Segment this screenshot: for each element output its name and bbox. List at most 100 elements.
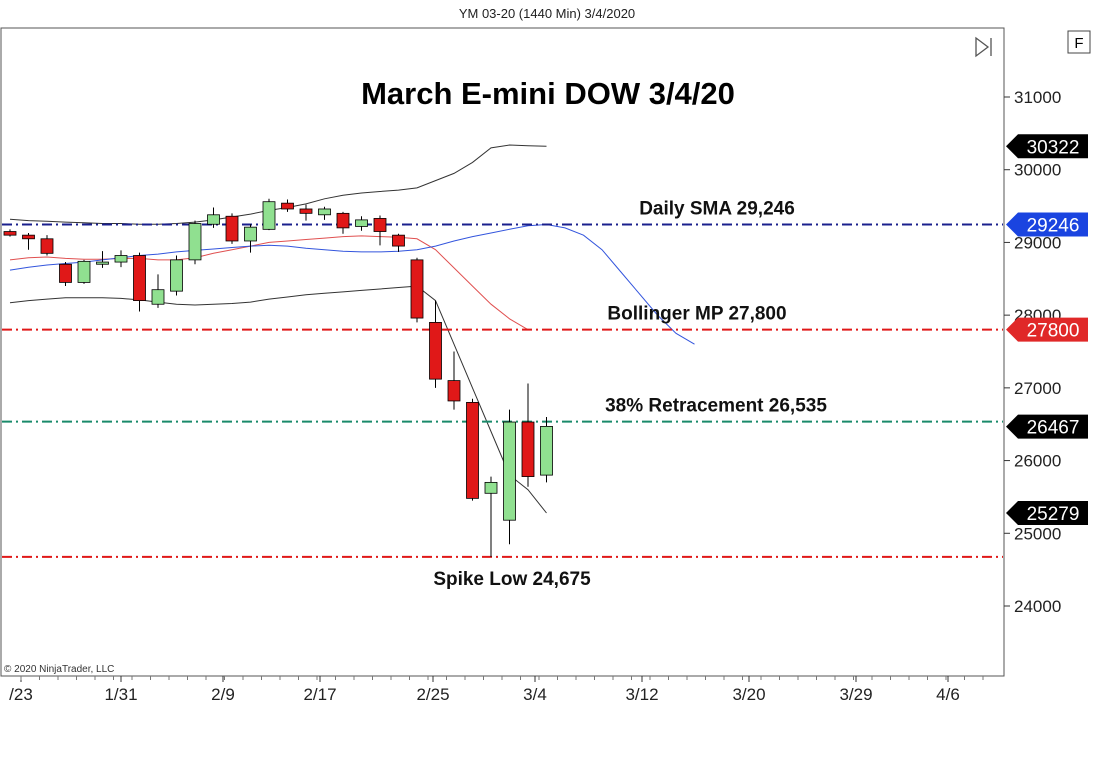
- line-bollinger-lower-ext: [416, 285, 547, 514]
- candle-body: [373, 218, 387, 232]
- candle: [59, 262, 72, 287]
- candle-body: [207, 214, 220, 225]
- f-button[interactable]: F: [1067, 30, 1091, 54]
- level-badge-0: 29246: [1006, 212, 1088, 237]
- candle: [40, 235, 54, 256]
- y-tick-label: 30000: [1014, 161, 1061, 180]
- y-tick-label: 24000: [1014, 597, 1061, 616]
- y-tick-label: 29000: [1014, 233, 1061, 252]
- badge-text: 25279: [1027, 504, 1080, 525]
- candle: [484, 476, 498, 557]
- candle: [77, 259, 91, 284]
- candle: [114, 250, 128, 268]
- candle: [355, 216, 368, 231]
- candle-body: [244, 226, 257, 242]
- candle: [133, 252, 146, 312]
- badge-shape: [1006, 500, 1088, 525]
- level-label-3: Spike Low 24,675: [433, 569, 591, 590]
- candle: [207, 207, 220, 228]
- copyright-text: © 2020 NinjaTrader, LLC: [4, 664, 114, 675]
- badge-text: 26467: [1027, 418, 1080, 439]
- f-button-label: F: [1074, 35, 1083, 52]
- candle-body: [96, 261, 109, 265]
- horizontal-levels: Daily SMA 29,246 Bollinger MP 27,800 38% R…: [2, 199, 1003, 590]
- candle: [429, 300, 442, 388]
- candle-body: [429, 322, 442, 380]
- candle-body: [151, 289, 165, 305]
- candle-body: [410, 259, 424, 319]
- badge-text: 29246: [1027, 216, 1080, 237]
- candle-body: [133, 255, 146, 301]
- candle: [281, 199, 294, 212]
- line-bollinger-lower: [9, 285, 418, 306]
- candle-body: [484, 481, 498, 494]
- candle: [503, 409, 516, 545]
- scroll-to-end-icon[interactable]: [975, 36, 992, 58]
- candle-body: [521, 421, 535, 477]
- candle: [447, 351, 461, 410]
- candle: [299, 204, 313, 221]
- candles: [3, 198, 553, 557]
- x-tick-label: 2/9: [211, 685, 235, 704]
- chart-header: YM 03-20 (1440 Min) 3/4/2020: [458, 6, 636, 21]
- line-bollinger-upper: [9, 144, 547, 225]
- badge-text: 27800: [1027, 321, 1080, 342]
- chart-title: March E-mini DOW 3/4/20: [361, 76, 735, 111]
- candle: [336, 211, 350, 234]
- candle-body: [355, 219, 368, 227]
- candle: [262, 198, 276, 231]
- level-badge-2: 26467: [1006, 414, 1088, 439]
- x-tick-label: 3/4: [523, 685, 547, 704]
- line-bollinger-mid: [9, 235, 529, 331]
- candle: [466, 398, 479, 501]
- candle: [225, 213, 239, 244]
- candle-body: [114, 255, 128, 263]
- candle: [318, 206, 331, 220]
- candle: [3, 229, 17, 237]
- candle-body: [503, 421, 516, 521]
- candle-body: [59, 263, 72, 283]
- candle: [373, 215, 387, 246]
- x-tick-label: /23: [9, 685, 33, 704]
- candle: [540, 416, 553, 483]
- price-badge-1: 25279: [1006, 500, 1088, 525]
- badge-shape: [1006, 317, 1088, 342]
- candle-body: [22, 234, 35, 240]
- x-tick-label: 3/29: [839, 685, 872, 704]
- candle-body: [336, 212, 350, 229]
- candle: [521, 383, 535, 487]
- candle-body: [281, 202, 294, 210]
- y-tick-label: 25000: [1014, 524, 1061, 543]
- candle-body: [40, 238, 54, 254]
- badge-shape: [1006, 414, 1088, 439]
- level-label-1: Bollinger MP 27,800: [607, 304, 786, 325]
- level-badge-1: 27800: [1006, 317, 1088, 342]
- candle-body: [225, 215, 239, 242]
- badge-text: 30322: [1027, 137, 1080, 158]
- x-tick-label: 3/20: [732, 685, 765, 704]
- x-tick-label: 4/6: [936, 685, 960, 704]
- x-tick-label: 1/31: [104, 685, 137, 704]
- candle-body: [318, 208, 331, 216]
- candle: [151, 274, 165, 308]
- candle: [410, 257, 424, 323]
- candle-body: [392, 234, 405, 247]
- x-tick-label: 3/12: [625, 685, 658, 704]
- x-tick-label: 2/17: [303, 685, 336, 704]
- y-tick-label: 26000: [1014, 452, 1061, 471]
- candle-body: [170, 259, 183, 292]
- badge-shape: [1006, 134, 1088, 159]
- badge-shape: [1006, 212, 1088, 237]
- candle: [96, 251, 109, 268]
- candle: [22, 232, 35, 250]
- candle-body: [77, 260, 91, 283]
- price-badge-0: 30322: [1006, 134, 1088, 159]
- x-tick-label: 2/25: [416, 685, 449, 704]
- level-label-2: 38% Retracement 26,535: [605, 396, 827, 417]
- candle-body: [3, 231, 17, 236]
- candle: [170, 255, 183, 296]
- candle-body: [447, 380, 461, 402]
- candle-body: [188, 223, 202, 261]
